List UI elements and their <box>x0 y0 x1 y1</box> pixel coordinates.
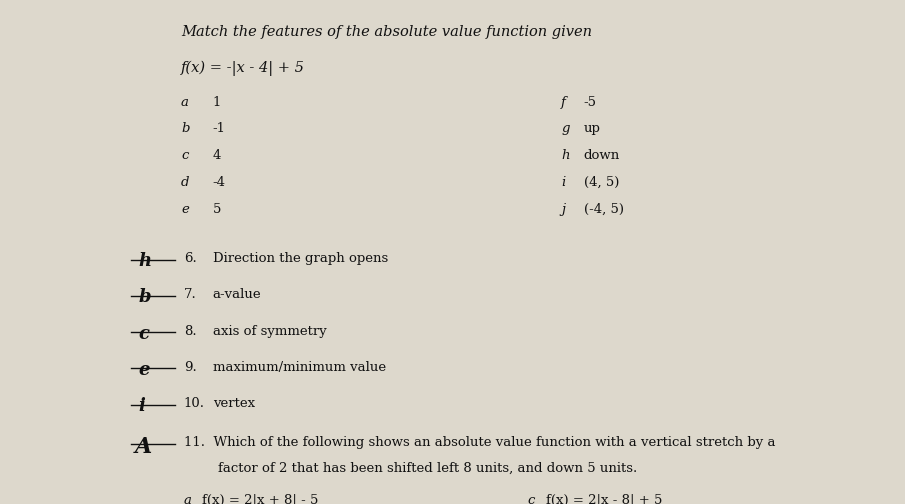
Text: a: a <box>181 96 189 109</box>
Text: e: e <box>138 361 150 379</box>
Text: i: i <box>561 176 566 189</box>
Text: c: c <box>528 494 535 504</box>
Text: maximum/minimum value: maximum/minimum value <box>213 361 386 374</box>
Text: 5: 5 <box>213 203 221 216</box>
Text: (-4, 5): (-4, 5) <box>584 203 624 216</box>
Text: c: c <box>181 149 188 162</box>
Text: (4, 5): (4, 5) <box>584 176 619 189</box>
Text: A: A <box>135 436 152 458</box>
Text: 6.: 6. <box>184 252 196 265</box>
Text: vertex: vertex <box>213 397 255 410</box>
Text: a: a <box>184 494 192 504</box>
Text: g: g <box>561 122 569 136</box>
Text: 11.  Which of the following shows an absolute value function with a vertical str: 11. Which of the following shows an abso… <box>184 436 776 449</box>
Text: 10.: 10. <box>184 397 205 410</box>
Text: j: j <box>561 203 566 216</box>
Text: 9.: 9. <box>184 361 196 374</box>
Text: -5: -5 <box>584 96 596 109</box>
Text: a-value: a-value <box>213 288 262 301</box>
Text: up: up <box>584 122 601 136</box>
Text: 8.: 8. <box>184 325 196 338</box>
Text: h: h <box>138 252 152 270</box>
Text: Direction the graph opens: Direction the graph opens <box>213 252 388 265</box>
Text: f(x) = 2|x + 8| - 5: f(x) = 2|x + 8| - 5 <box>202 494 319 504</box>
Text: 1: 1 <box>213 96 221 109</box>
Text: factor of 2 that has been shifted left 8 units, and down 5 units.: factor of 2 that has been shifted left 8… <box>184 462 637 475</box>
Text: Match the features of the absolute value function given: Match the features of the absolute value… <box>181 25 592 39</box>
Text: e: e <box>181 203 189 216</box>
Text: 7.: 7. <box>184 288 196 301</box>
Text: f(x) = 2|x - 8| + 5: f(x) = 2|x - 8| + 5 <box>546 494 662 504</box>
Text: h: h <box>561 149 569 162</box>
Text: c: c <box>138 325 149 343</box>
Text: 4: 4 <box>213 149 221 162</box>
Text: -1: -1 <box>213 122 225 136</box>
Text: -4: -4 <box>213 176 225 189</box>
Text: f(x) = -|x - 4| + 5: f(x) = -|x - 4| + 5 <box>181 60 305 76</box>
Text: d: d <box>181 176 189 189</box>
Text: down: down <box>584 149 620 162</box>
Text: b: b <box>138 288 151 306</box>
Text: i: i <box>138 397 146 415</box>
Text: b: b <box>181 122 189 136</box>
Text: axis of symmetry: axis of symmetry <box>213 325 327 338</box>
Text: f: f <box>561 96 566 109</box>
